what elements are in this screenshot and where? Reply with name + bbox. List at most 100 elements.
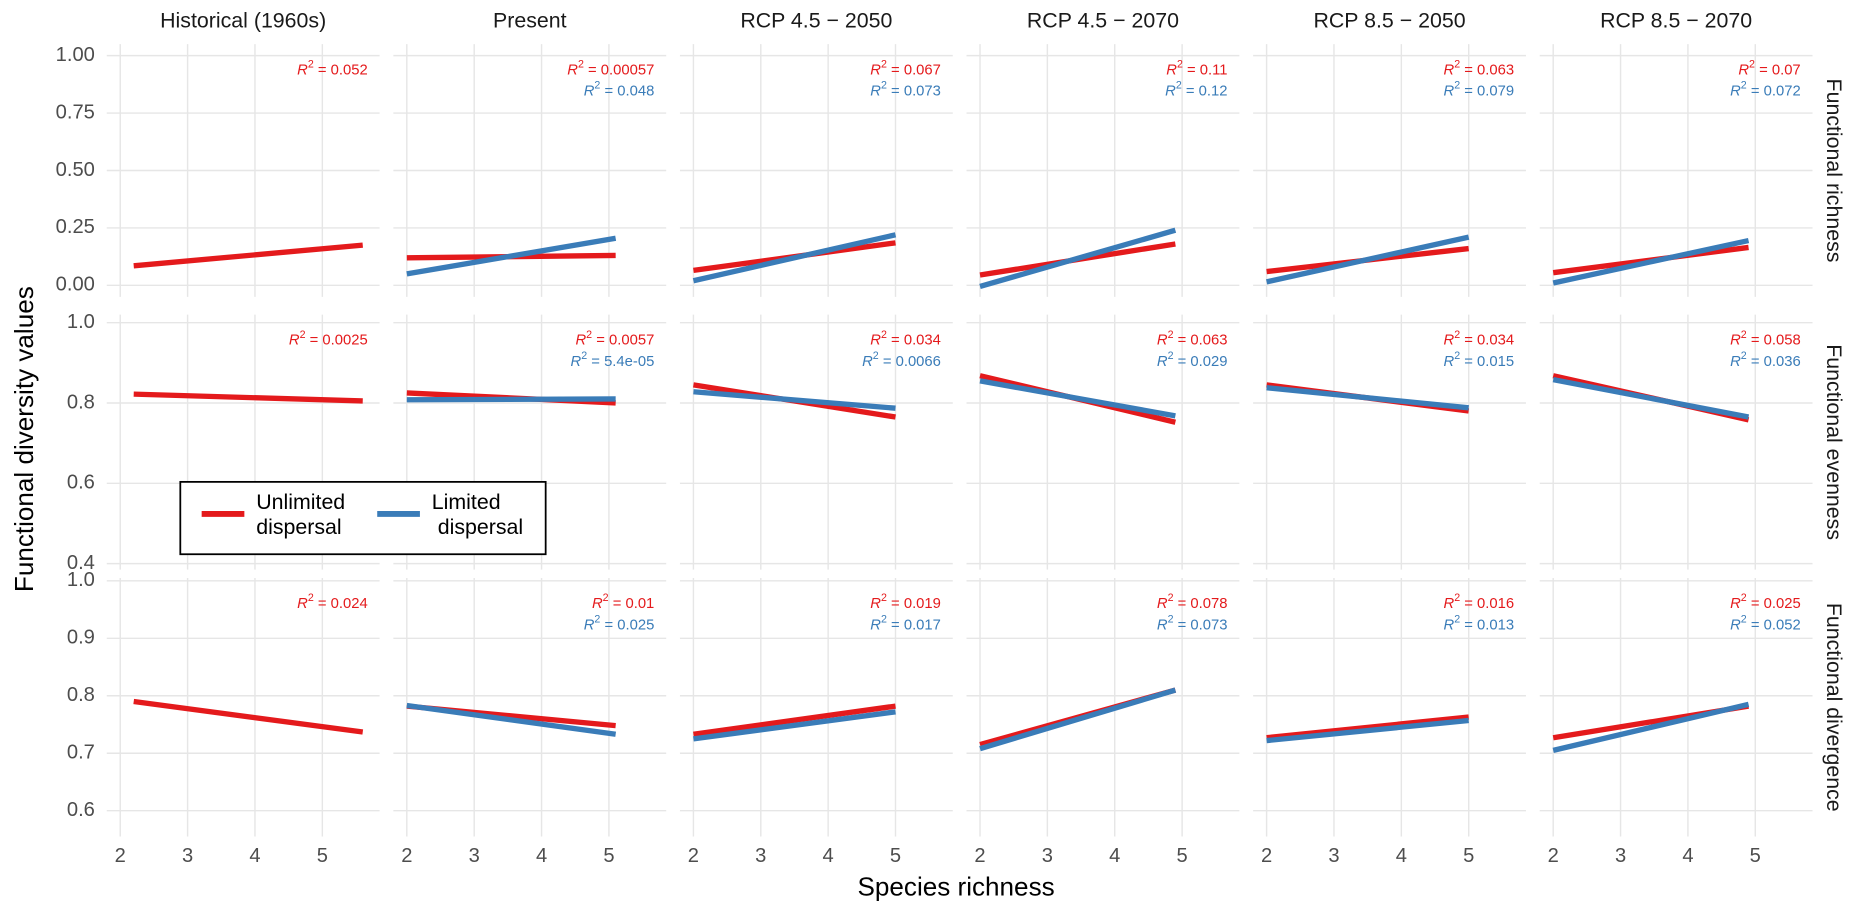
y-tick-label: 0.6 — [67, 799, 95, 821]
y-tick-label: 0.8 — [67, 391, 95, 413]
r2-value: 0.073 — [904, 84, 941, 100]
r2-sign: = — [1182, 84, 1199, 100]
y-tick-label: 0.50 — [56, 159, 95, 181]
r2-value: 0.017 — [904, 617, 941, 633]
r2-label: R2 = 0.00057 — [567, 58, 654, 78]
r2-label: R2 = 0.12 — [1165, 79, 1227, 99]
x-tick-label: 3 — [755, 845, 766, 867]
row-title: Functional evenness — [1822, 344, 1846, 540]
r2-sign: = — [1747, 596, 1764, 612]
r2-value: 0.072 — [1764, 84, 1801, 100]
r2-sign: = — [1747, 333, 1764, 349]
r2-base: R — [1157, 617, 1168, 633]
legend-label: Limited dispersal — [432, 490, 523, 539]
r2-base: R — [571, 354, 582, 370]
y-tick-label: 0.8 — [67, 684, 95, 706]
r2-value: 0.063 — [1190, 333, 1227, 349]
x-tick-label: 5 — [317, 845, 328, 867]
r2-sign: = — [1460, 333, 1477, 349]
r2-sign: = — [1174, 354, 1191, 370]
r2-base: R — [870, 596, 881, 612]
r2-sign: = — [1460, 596, 1477, 612]
r2-label: R2 = 0.01 — [592, 592, 654, 612]
r2-sign: = — [306, 333, 323, 349]
r2-base: R — [584, 84, 595, 100]
y-tick-label: 0.6 — [67, 472, 95, 494]
r2-label: R2 = 0.025 — [1730, 592, 1801, 612]
r2-value: 0.034 — [1477, 333, 1514, 349]
r2-base: R — [1443, 354, 1454, 370]
r2-base: R — [592, 596, 603, 612]
r2-value: 0.052 — [1764, 617, 1801, 633]
r2-label: R2 = 0.016 — [1443, 592, 1514, 612]
r2-label: R2 = 0.063 — [1157, 329, 1228, 349]
r2-label: R2 = 0.024 — [297, 592, 368, 612]
y-tick-label: 1.0 — [67, 569, 95, 591]
r2-sup: 2 — [1454, 592, 1460, 604]
r2-value: 0.078 — [1190, 596, 1227, 612]
r2-label: R2 = 0.058 — [1730, 329, 1801, 349]
r2-base: R — [1165, 84, 1176, 100]
r2-label: R2 = 0.079 — [1443, 79, 1514, 99]
regression-line — [979, 378, 1176, 419]
r2-sign: = — [879, 354, 896, 370]
r2-value: 0.073 — [1190, 617, 1227, 633]
row-title: Functional richness — [1822, 79, 1846, 263]
x-tick-label: 3 — [182, 845, 193, 867]
regression-line — [692, 232, 897, 284]
x-tick-label: 4 — [1396, 845, 1407, 867]
r2-value: 0.0025 — [322, 333, 367, 349]
r2-value: 0.052 — [331, 62, 368, 78]
x-tick-label: 5 — [1463, 845, 1474, 867]
r2-value: 0.025 — [617, 617, 654, 633]
r2-label: R2 = 0.036 — [1730, 350, 1801, 370]
r2-label: R2 = 0.019 — [870, 592, 941, 612]
r2-value: 0.013 — [1477, 617, 1514, 633]
r2-label: R2 = 0.013 — [1443, 613, 1514, 633]
r2-base: R — [870, 333, 881, 349]
r2-sup: 2 — [308, 592, 314, 604]
r2-sign: = — [1174, 333, 1191, 349]
r2-base: R — [1443, 62, 1454, 78]
r2-base: R — [862, 354, 873, 370]
x-tick-label: 2 — [401, 845, 412, 867]
regression-line — [133, 242, 363, 269]
r2-base: R — [297, 62, 308, 78]
x-tick-label: 4 — [1109, 845, 1120, 867]
r2-label: R2 = 0.067 — [870, 58, 941, 78]
r2-label: R2 = 0.0025 — [289, 329, 368, 349]
r2-label: R2 = 0.015 — [1443, 350, 1514, 370]
r2-base: R — [1730, 617, 1741, 633]
r2-label: R2 = 0.048 — [584, 79, 655, 99]
r2-label: R2 = 0.078 — [1157, 592, 1228, 612]
r2-sign: = — [1747, 354, 1764, 370]
r2-value: 0.0057 — [609, 333, 654, 349]
x-tick-label: 4 — [1682, 845, 1693, 867]
r2-base: R — [1738, 62, 1749, 78]
r2-sup: 2 — [1454, 613, 1460, 625]
r2-value: 0.12 — [1199, 84, 1228, 100]
r2-base: R — [1443, 84, 1454, 100]
r2-sign: = — [1755, 62, 1772, 78]
r2-sup: 2 — [594, 79, 600, 91]
r2-base: R — [1730, 333, 1741, 349]
x-tick-label: 2 — [115, 845, 126, 867]
x-axis-title: Species richness — [858, 872, 1055, 902]
r2-value: 0.058 — [1764, 333, 1801, 349]
r2-label: R2 = 0.034 — [1443, 329, 1514, 349]
r2-base: R — [1166, 62, 1177, 78]
r2-label: R2 = 0.072 — [1730, 79, 1801, 99]
r2-value: 0.048 — [617, 84, 654, 100]
r2-base: R — [1443, 333, 1454, 349]
r2-base: R — [1157, 596, 1168, 612]
r2-label: R2 = 0.034 — [870, 329, 941, 349]
regression-line — [1552, 237, 1750, 286]
r2-sup: 2 — [1749, 58, 1755, 70]
x-tick-label: 4 — [823, 845, 834, 867]
r2-value: 0.067 — [904, 62, 941, 78]
r2-value: 0.034 — [904, 333, 941, 349]
r2-sign: = — [887, 333, 904, 349]
r2-value: 0.036 — [1764, 354, 1801, 370]
r2-sup: 2 — [881, 79, 887, 91]
